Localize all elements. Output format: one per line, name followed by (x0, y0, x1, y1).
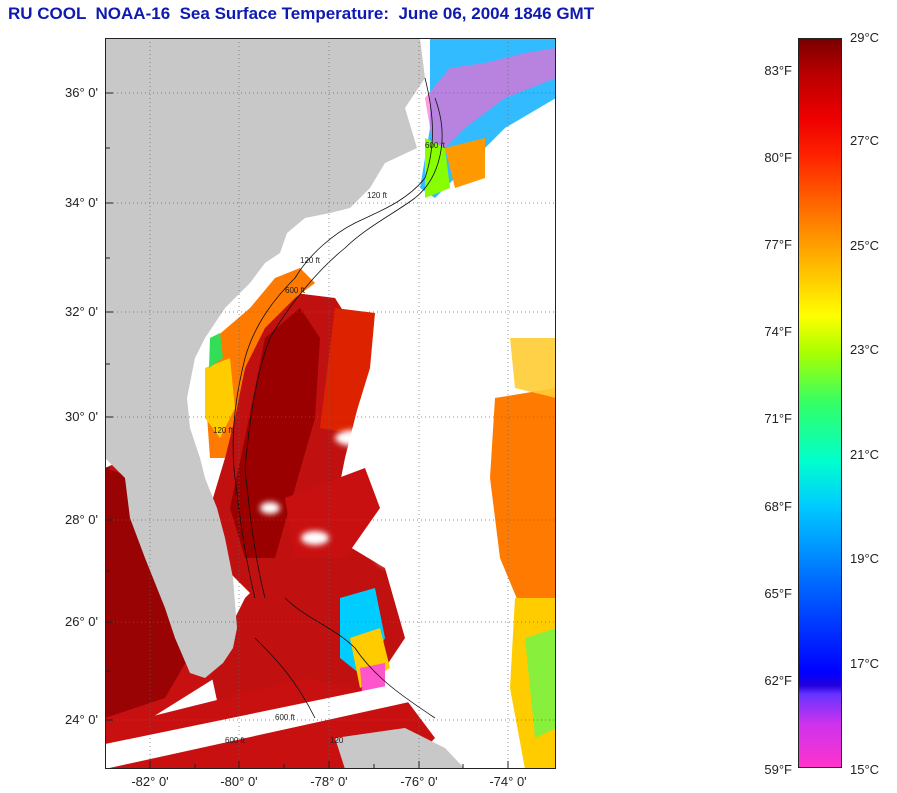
isobath-label: 600 ft (425, 141, 446, 150)
latitude-label: 28° 0' (65, 512, 98, 527)
sst-map-canvas: 120 ft 600 ft 120 ft 600 ft 120 ft 600 f… (105, 38, 556, 769)
colorbar-fahrenheit-label: 68°F (764, 499, 792, 514)
isobath-label: 600 ft (225, 736, 246, 745)
latitude-label: 24° 0' (65, 712, 98, 727)
latitude-label: 32° 0' (65, 304, 98, 319)
colorbar-celsius-label: 23°C (850, 342, 880, 357)
colorbar-fahrenheit-label: 83°F (764, 63, 792, 78)
colorbar-celsius-label: 21°C (850, 447, 880, 462)
longitude-label: -82° 0' (131, 774, 169, 789)
map-title: RU COOL NOAA-16 Sea Surface Temperature:… (8, 4, 595, 23)
colorbar-fahrenheit-label: 77°F (764, 237, 792, 252)
satellite-gap-strip (105, 676, 450, 769)
colorbar-celsius-label: 15°C (850, 762, 880, 777)
sst-map: 120 ft 600 ft 120 ft 600 ft 120 ft 600 f… (105, 38, 556, 769)
lon-ticks (149, 761, 509, 769)
longitude-label: -76° 0' (400, 774, 438, 789)
colorbar-celsius-label: 19°C (850, 551, 880, 566)
colorbar-celsius-label: 29°C (850, 30, 880, 45)
longitude-label: -74° 0' (489, 774, 527, 789)
isobath-label: 120 ft (213, 426, 234, 435)
lat-ticks (105, 92, 113, 721)
latitude-label: 30° 0' (65, 409, 98, 424)
isobath-labels: 120 ft 600 ft 120 ft 600 ft 120 ft 600 f… (213, 141, 446, 745)
isobath-label: 600 ft (285, 286, 306, 295)
colorbar-celsius-label: 27°C (850, 133, 880, 148)
longitude-label: -80° 0' (220, 774, 258, 789)
isobath-label: 120 ft (367, 191, 388, 200)
latitude-label: 34° 0' (65, 195, 98, 210)
colorbar-fahrenheit-label: 59°F (764, 762, 792, 777)
land-layer (105, 38, 465, 769)
longitude-label: -78° 0' (310, 774, 348, 789)
isobath-label: 120 (330, 736, 344, 745)
latitude-label: 26° 0' (65, 614, 98, 629)
isobath-label: 600 ft (275, 713, 296, 722)
temperature-colorbar (798, 38, 842, 768)
colorbar-fahrenheit-label: 80°F (764, 150, 792, 165)
colorbar-fahrenheit-label: 71°F (764, 411, 792, 426)
colorbar-fahrenheit-label: 74°F (764, 324, 792, 339)
latitude-label: 36° 0' (65, 85, 98, 100)
colorbar-celsius-label: 17°C (850, 656, 880, 671)
colorbar-fahrenheit-label: 65°F (764, 586, 792, 601)
isobath-label: 120 ft (300, 256, 321, 265)
bathymetry-contours (232, 77, 443, 719)
colorbar-fahrenheit-label: 62°F (764, 673, 792, 688)
colorbar-celsius-label: 25°C (850, 238, 880, 253)
